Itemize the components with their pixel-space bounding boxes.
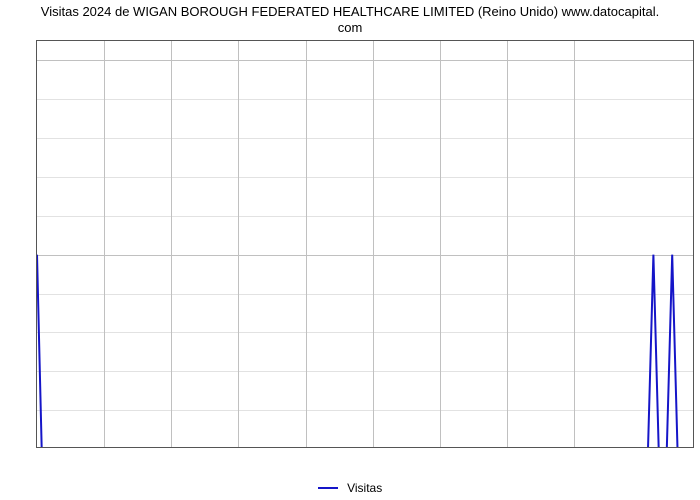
legend-text: Visitas [347, 481, 382, 495]
series-line [37, 41, 694, 448]
legend-swatch [318, 487, 338, 489]
chart-title-line1: Visitas 2024 de WIGAN BOROUGH FEDERATED … [41, 4, 659, 19]
legend: Visitas [0, 480, 700, 495]
chart-title-line2: com [338, 20, 363, 35]
plot-area: 0122015201620172018201920202021202220237… [36, 40, 694, 448]
chart-title: Visitas 2024 de WIGAN BOROUGH FEDERATED … [0, 4, 700, 35]
